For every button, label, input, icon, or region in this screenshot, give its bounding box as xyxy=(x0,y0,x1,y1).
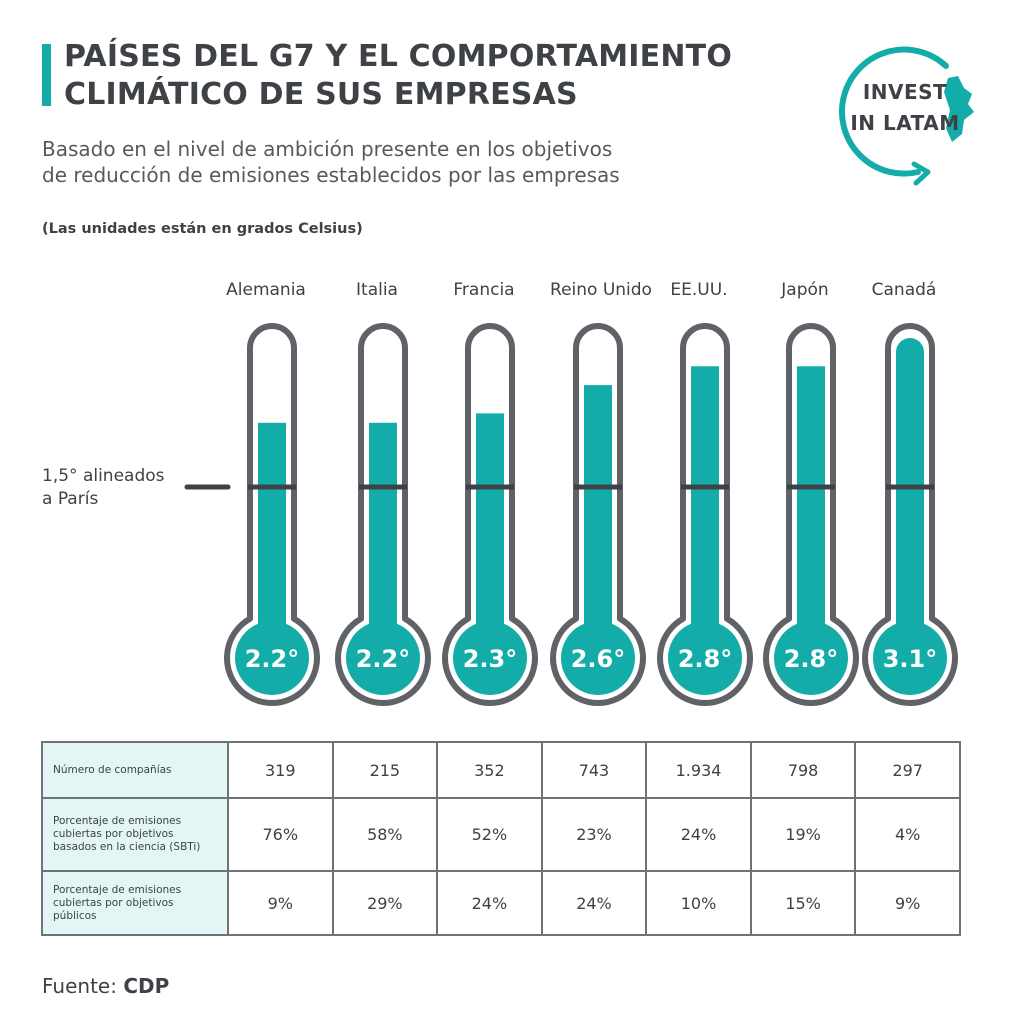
thermometer: Reino Unido 2.6° xyxy=(550,280,652,706)
table-cell: 24% xyxy=(436,870,543,936)
table-cell: 15% xyxy=(749,870,857,936)
source-note: Fuente: CDP xyxy=(42,974,169,998)
title-accent-bar xyxy=(42,44,51,106)
invest-in-latam-logo: INVEST IN LATAM xyxy=(818,40,984,190)
thermometer-fill-bar xyxy=(584,385,612,658)
table-cell: 798 xyxy=(749,741,857,799)
thermometer-fill-bar xyxy=(691,366,719,658)
category-label: Italia xyxy=(356,280,398,300)
thermometer-fill-bar xyxy=(797,366,825,658)
thermometer: Japón 2.8° xyxy=(763,280,859,706)
table-cell: 319 xyxy=(227,741,334,799)
thermometer-fill-bar xyxy=(896,338,924,658)
row-header-cell: Porcentaje de emisiones cubiertas por ob… xyxy=(41,797,229,872)
thermometer-fill-bar xyxy=(476,413,504,658)
thermometer: EE.UU. 2.8° xyxy=(657,280,753,706)
logo-text-line-2: IN LATAM xyxy=(850,111,960,135)
row-header-cell: Número de compañías xyxy=(41,741,229,799)
table-cell: 9% xyxy=(227,870,334,936)
table-cell: 9% xyxy=(854,870,961,936)
value-label: 2.8° xyxy=(784,645,839,673)
thermometer-bulb xyxy=(774,621,848,695)
source-name: CDP xyxy=(123,974,170,998)
logo-text-line-1: INVEST xyxy=(862,80,948,104)
category-label: Reino Unido xyxy=(550,280,652,300)
table-cell: 52% xyxy=(436,797,543,872)
thermometer-fill-bar xyxy=(369,422,397,658)
table-cell: 743 xyxy=(540,741,648,799)
thermometer-chart: Alemania 2.2° Italia 2.2° Francia 2.3° Reino U… xyxy=(0,260,1024,720)
thermometer: Francia 2.3° xyxy=(442,280,538,706)
thermometer-bulb xyxy=(561,621,635,695)
thermometer-bulb xyxy=(235,621,309,695)
thermometer-chart-svg: Alemania 2.2° Italia 2.2° Francia 2.3° Reino U… xyxy=(184,280,958,706)
thermometer-bulb xyxy=(346,621,420,695)
table-cell: 4% xyxy=(854,797,961,872)
table-cell: 24% xyxy=(540,870,648,936)
value-label: 3.1° xyxy=(883,645,938,673)
thermometer: Italia 2.2° xyxy=(335,280,431,706)
table-row: Número de compañías 319 215 352 743 1.934 798 2… xyxy=(41,741,961,799)
table-row: Porcentaje de emisiones cubiertas por ob… xyxy=(41,870,961,936)
table-cell: 215 xyxy=(331,741,439,799)
table-cell: 10% xyxy=(645,870,752,936)
table-cell: 29% xyxy=(331,870,439,936)
table-cell: 24% xyxy=(645,797,752,872)
logo-ring-icon xyxy=(838,46,974,186)
category-label: Japón xyxy=(780,280,828,300)
thermometer-bulb xyxy=(453,621,527,695)
company-stats-table: Número de compañías 319 215 352 743 1.934 798 2… xyxy=(41,741,961,936)
category-label: Alemania xyxy=(226,280,306,300)
value-label: 2.2° xyxy=(245,645,300,673)
category-label: Canadá xyxy=(872,280,937,300)
category-label: EE.UU. xyxy=(670,280,727,300)
table-row: Porcentaje de emisiones cubiertas por ob… xyxy=(41,797,961,872)
units-note: (Las unidades están en grados Celsius) xyxy=(42,221,363,237)
thermometer-bulb xyxy=(668,621,742,695)
row-header-cell: Porcentaje de emisiones cubiertas por ob… xyxy=(41,870,229,936)
subtitle-line-2: de reducción de emisiones establecidos p… xyxy=(42,163,620,187)
thermometer: Alemania 2.2° xyxy=(224,280,320,706)
value-label: 2.8° xyxy=(678,645,733,673)
subtitle-line-1: Basado en el nivel de ambición presente … xyxy=(42,137,613,161)
table-cell: 76% xyxy=(227,797,334,872)
table-cell: 1.934 xyxy=(645,741,752,799)
value-label: 2.3° xyxy=(463,645,518,673)
table-cell: 297 xyxy=(854,741,961,799)
thermometer: Canadá 3.1° xyxy=(862,280,958,706)
table-cell: 58% xyxy=(331,797,439,872)
page-title: PAÍSES DEL G7 Y EL COMPORTAMIENTO CLIMÁT… xyxy=(64,39,733,112)
table-cell: 23% xyxy=(540,797,648,872)
subtitle: Basado en el nivel de ambición presente … xyxy=(42,136,762,188)
table-cell: 19% xyxy=(749,797,857,872)
thermometer-fill-bar xyxy=(258,422,286,658)
reference-label-line-1: 1,5° alineados xyxy=(42,466,165,486)
value-label: 2.6° xyxy=(571,645,626,673)
reference-label-line-2: a París xyxy=(42,489,99,509)
value-label: 2.2° xyxy=(356,645,411,673)
category-label: Francia xyxy=(453,280,514,300)
thermometer-bulb xyxy=(873,621,947,695)
source-label: Fuente: xyxy=(42,974,117,998)
reference-line-label: 1,5° alineados a París xyxy=(42,465,192,511)
table-cell: 352 xyxy=(436,741,543,799)
